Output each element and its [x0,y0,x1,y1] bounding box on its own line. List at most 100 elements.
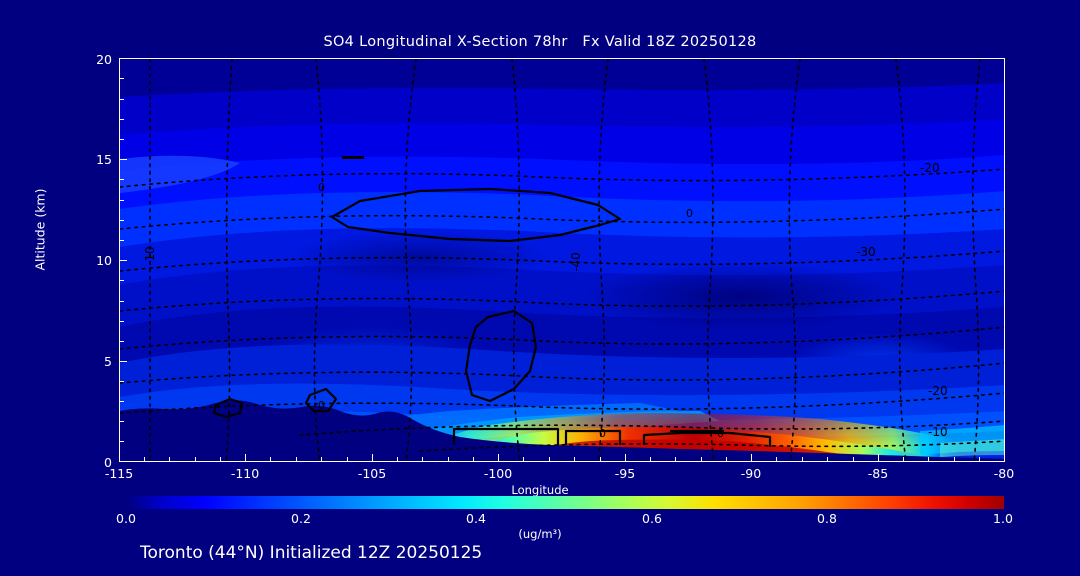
y-minor-tick [119,381,124,382]
x-major-tick [625,454,626,462]
y-tick-5: 5 [104,354,112,369]
y-major-tick [119,260,127,261]
zero-label-surface-d: 0 [717,427,724,440]
x-major-tick [498,454,499,462]
y-major-tick [119,361,127,362]
chart-title: SO4 Longitudinal X-Section 78hr Fx Valid… [323,34,757,50]
isotherm-contours [120,59,1004,461]
y-minor-tick [119,220,124,221]
colorbar [126,496,1004,509]
x-minor-tick [397,457,398,462]
x-minor-tick [776,457,777,462]
x-tick-minus110: -110 [230,466,260,481]
x-minor-tick [827,457,828,462]
y-major-tick [119,461,127,462]
y-major-tick [119,159,127,160]
x-minor-tick [853,457,854,462]
y-tick-10: 10 [96,253,112,268]
colorbar-units: (ug/m³) [518,527,562,541]
isotherm-label-left: -10 [142,246,157,266]
y-minor-tick [119,179,124,180]
x-minor-tick [726,457,727,462]
cross-section-field [120,59,1004,461]
x-axis-title: Longitude [511,483,569,497]
x-minor-tick [523,457,524,462]
x-minor-tick [220,457,221,462]
y-major-tick [119,58,127,59]
x-major-tick [878,454,879,462]
x-major-tick [1004,454,1005,462]
y-minor-tick [119,139,124,140]
x-minor-tick [549,457,550,462]
x-minor-tick [296,457,297,462]
y-minor-tick [119,301,124,302]
y-minor-tick [119,240,124,241]
colorbar-tick-0: 0.0 [116,511,136,526]
x-tick-minus100: -100 [483,466,513,481]
y-minor-tick [119,341,124,342]
zero-label-mid-upper: 0 [686,207,693,220]
colorbar-tick-5: 1.0 [993,511,1013,526]
zero-label-surface-c: 0 [599,427,606,440]
zero-contours [212,187,772,447]
x-minor-tick [701,457,702,462]
x-tick-minus105: -105 [357,466,387,481]
y-minor-tick [119,78,124,79]
y-minor-tick [119,441,124,442]
y-minor-tick [119,401,124,402]
x-minor-tick [600,457,601,462]
colorbar-tick-1: 0.2 [291,511,311,526]
x-minor-tick [422,457,423,462]
x-tick-minus85: -85 [867,466,889,481]
x-major-tick [751,454,752,462]
x-tick-minus80: -80 [993,466,1015,481]
y-axis-title: Altitude (km) [32,188,48,271]
x-major-tick [245,454,246,462]
zero-label-upper: 0 [318,181,325,194]
contour-dash-mark [342,156,364,159]
x-minor-tick [954,457,955,462]
isotherm-label-30: -30 [856,245,876,259]
x-minor-tick [473,457,474,462]
x-tick-minus115: -115 [104,466,134,481]
x-major-tick [119,454,120,462]
terrain-mask [120,400,1004,461]
x-minor-tick [195,457,196,462]
x-minor-tick [979,457,980,462]
x-tick-minus95: -95 [614,466,636,481]
x-minor-tick [675,457,676,462]
chart-caption: Toronto (44°N) Initialized 12Z 20250125 [140,543,483,563]
y-tick-20: 20 [96,52,112,67]
x-minor-tick [802,457,803,462]
y-minor-tick [119,280,124,281]
colorbar-tick-3: 0.6 [642,511,662,526]
y-minor-tick [119,99,124,100]
x-minor-tick [169,457,170,462]
plot-area: -20 -30 -20 -10 -10 -40 0 0 0 0 0 0 [119,58,1005,462]
x-minor-tick [650,457,651,462]
x-tick-minus90: -90 [740,466,762,481]
x-minor-tick [144,457,145,462]
y-minor-tick [119,321,124,322]
isotherm-label-10-low: -10 [928,425,948,439]
y-tick-0: 0 [104,455,112,470]
plot-canvas: -20 -30 -20 -10 -10 -40 0 0 0 0 0 0 [120,59,1004,461]
isotherm-label-20-top: -20 [920,161,940,175]
x-minor-tick [928,457,929,462]
y-minor-tick [119,421,124,422]
x-minor-tick [270,457,271,462]
y-minor-tick [119,119,124,120]
y-tick-15: 15 [96,152,112,167]
zero-label-surface-a: 0 [318,399,325,412]
x-minor-tick [903,457,904,462]
isotherm-label-20-low: -20 [928,384,948,398]
y-minor-tick [119,200,124,201]
colorbar-tick-4: 0.8 [817,511,837,526]
x-minor-tick [321,457,322,462]
x-minor-tick [347,457,348,462]
x-minor-tick [574,457,575,462]
colorbar-tick-2: 0.4 [466,511,486,526]
x-minor-tick [448,457,449,462]
x-major-tick [372,454,373,462]
